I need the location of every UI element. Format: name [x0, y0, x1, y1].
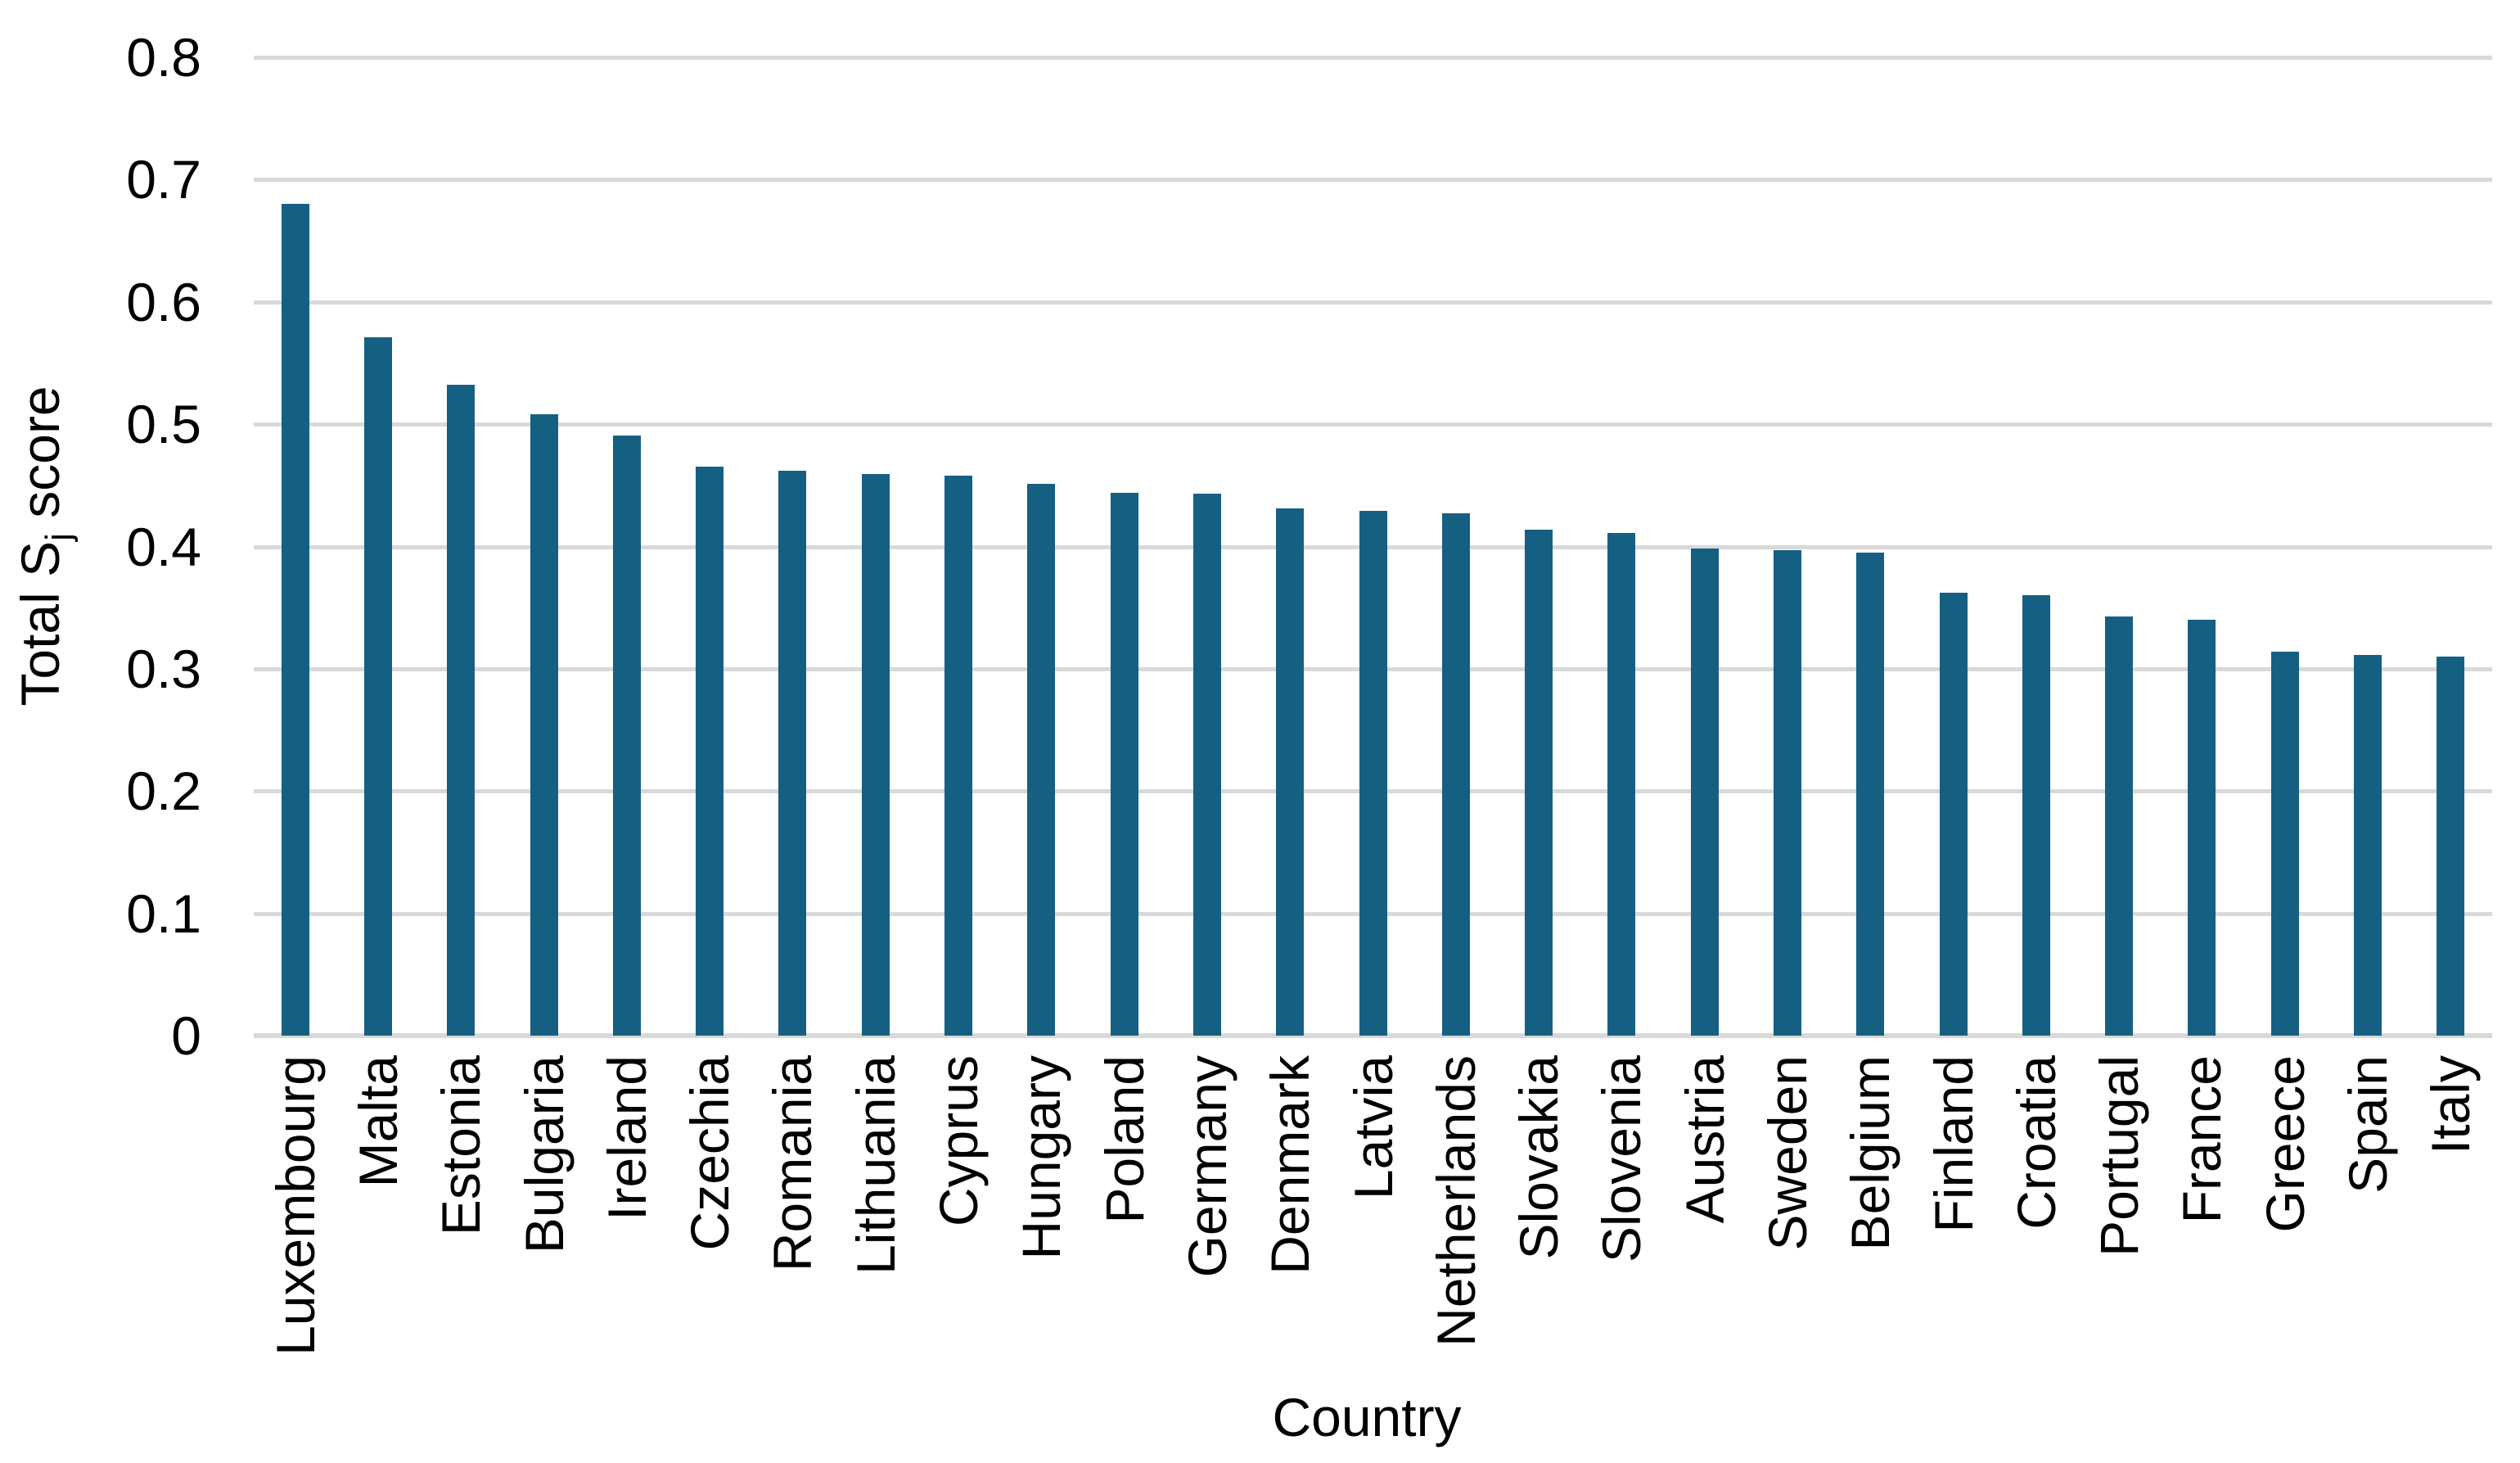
x-tick-label-romania: Romania [762, 1055, 823, 1272]
bar-denmark [1276, 508, 1305, 1036]
bar-cyprus [944, 475, 973, 1036]
bar-finland [1939, 593, 1968, 1036]
bar-czechia [696, 467, 724, 1036]
y-tick-label-0.4: 0.4 [126, 516, 201, 577]
x-tick-label-ireland: Ireland [596, 1055, 657, 1221]
x-tick-label-poland: Poland [1093, 1055, 1155, 1224]
x-tick-label-slovenia: Slovenia [1591, 1055, 1652, 1263]
x-tick-label-estonia: Estonia [431, 1055, 492, 1236]
x-tick-label-spain: Spain [2337, 1055, 2399, 1194]
bar-croatia [2022, 595, 2050, 1036]
x-tick-label-latvia: Latvia [1342, 1055, 1404, 1200]
gridline-y-0.5 [254, 422, 2492, 427]
bar-estonia [447, 385, 476, 1036]
x-axis-baseline [254, 1033, 2492, 1038]
x-tick-label-cyprus: Cyprus [928, 1055, 990, 1227]
x-tick-label-bulgaria: Bulgaria [513, 1055, 575, 1254]
x-tick-label-netherlands: Netherlands [1425, 1055, 1486, 1347]
x-tick-label-france: France [2171, 1055, 2233, 1224]
y-tick-label-0.5: 0.5 [126, 394, 201, 455]
bar-ireland [612, 435, 641, 1036]
x-tick-label-finland: Finland [1923, 1055, 1984, 1233]
bar-belgium [1856, 552, 1885, 1036]
x-tick-label-hungary: Hungary [1011, 1055, 1072, 1260]
bar-netherlands [1441, 513, 1470, 1036]
y-tick-label-0.7: 0.7 [126, 149, 201, 210]
bar-hungary [1027, 484, 1056, 1036]
bar-austria [1690, 549, 1719, 1036]
y-tick-label-0.6: 0.6 [126, 271, 201, 332]
x-tick-label-greece: Greece [2254, 1055, 2315, 1233]
gridline-y-0.7 [254, 178, 2492, 183]
bar-romania [778, 470, 807, 1036]
bar-luxembourg [281, 204, 309, 1036]
x-axis-title: Country [1272, 1387, 1462, 1447]
bar-france [2188, 620, 2216, 1036]
bar-lithuania [861, 474, 890, 1036]
x-tick-label-croatia: Croatia [2005, 1055, 2067, 1230]
x-tick-label-portugal: Portugal [2089, 1055, 2150, 1257]
y-tick-label-0: 0 [171, 1005, 201, 1066]
bar-sweden [1773, 549, 1801, 1036]
bar-italy [2437, 656, 2465, 1036]
gridline-y-0.8 [254, 56, 2492, 60]
bar-malta [363, 337, 392, 1036]
x-tick-label-malta: Malta [347, 1055, 408, 1188]
x-tick-label-czechia: Czechia [679, 1055, 741, 1251]
bar-portugal [2105, 616, 2134, 1036]
y-tick-label-0.8: 0.8 [126, 27, 201, 88]
bar-poland [1110, 492, 1138, 1036]
y-tick-label-0.2: 0.2 [126, 761, 201, 822]
x-tick-label-belgium: Belgium [1840, 1055, 1901, 1251]
bar-slovenia [1607, 533, 1636, 1036]
bar-spain [2354, 655, 2383, 1036]
x-tick-label-germany: Germany [1176, 1055, 1237, 1278]
x-tick-label-sweden: Sweden [1756, 1055, 1818, 1251]
bar-germany [1192, 494, 1221, 1036]
y-tick-label-0.1: 0.1 [126, 883, 201, 944]
x-tick-label-austria: Austria [1674, 1055, 1735, 1224]
x-tick-label-luxembourg: Luxembourg [264, 1055, 326, 1356]
bar-latvia [1359, 511, 1387, 1036]
x-tick-label-lithuania: Lithuania [845, 1055, 906, 1275]
bar-greece [2270, 651, 2299, 1036]
gridline-y-0.6 [254, 300, 2492, 305]
y-tick-label-0.3: 0.3 [126, 638, 201, 699]
bar-bulgaria [530, 414, 558, 1036]
x-tick-label-italy: Italy [2420, 1055, 2482, 1155]
bar-slovakia [1525, 529, 1553, 1036]
x-tick-label-slovakia: Slovakia [1508, 1055, 1570, 1260]
x-tick-label-denmark: Denmark [1260, 1055, 1321, 1275]
